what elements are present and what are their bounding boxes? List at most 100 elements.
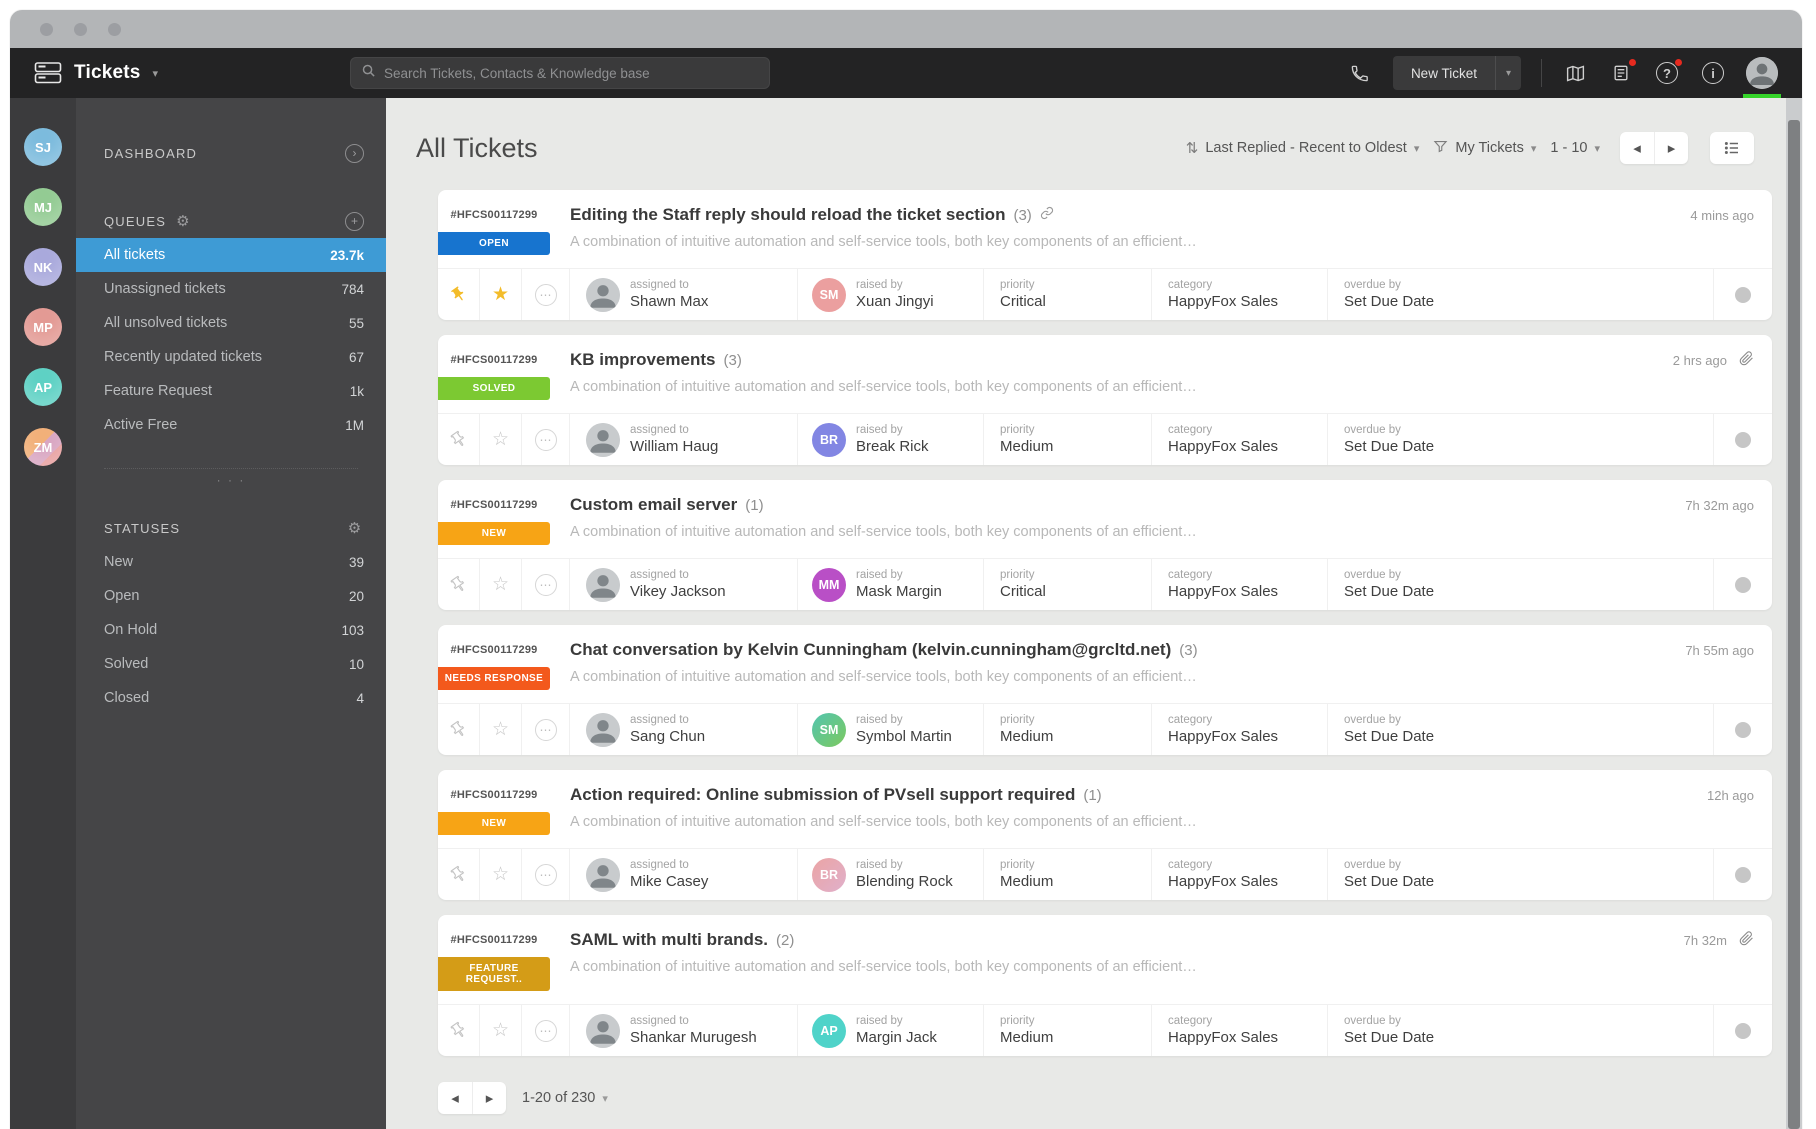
more-actions-button[interactable]: ⋯ xyxy=(522,849,570,900)
scrollbar-thumb[interactable] xyxy=(1788,120,1800,1129)
info-icon[interactable]: i xyxy=(1700,60,1726,86)
raiser-cell[interactable]: BR raised by Break Rick xyxy=(798,414,984,465)
ticket-card[interactable]: #HFCS00117299 NEW Action required: Onlin… xyxy=(438,770,1772,900)
sidebar-more-toggle[interactable]: · · · xyxy=(216,473,246,487)
ticket-summary: #HFCS00117299 NEW Action required: Onlin… xyxy=(438,770,1772,848)
assignee-cell[interactable]: assigned to Mike Casey xyxy=(570,849,798,900)
raiser-cell[interactable]: MM raised by Mask Margin xyxy=(798,559,984,610)
raiser-cell[interactable]: SM raised by Xuan Jingyi xyxy=(798,269,984,320)
ticket-card[interactable]: #HFCS00117299 OPEN Editing the Staff rep… xyxy=(438,190,1772,320)
new-ticket-button[interactable]: New Ticket xyxy=(1410,65,1477,81)
assignee-cell[interactable]: assigned to Shawn Max xyxy=(570,269,798,320)
ticket-title[interactable]: KB improvements xyxy=(570,350,716,369)
pin-icon[interactable] xyxy=(447,863,471,887)
ticket-title[interactable]: Action required: Online submission of PV… xyxy=(570,785,1076,804)
help-icon[interactable]: ? xyxy=(1654,59,1682,86)
ticket-title[interactable]: SAML with multi brands. xyxy=(570,930,769,949)
agent-avatar[interactable]: AP xyxy=(24,368,62,406)
ticket-title[interactable]: Editing the Staff reply should reload th… xyxy=(570,205,1006,224)
more-actions-button[interactable]: ⋯ xyxy=(522,1005,570,1056)
agent-avatar[interactable]: SJ xyxy=(24,128,62,166)
sidebar-queue-item[interactable]: Feature Request 1k xyxy=(76,374,386,408)
scrollbar[interactable] xyxy=(1786,98,1802,1129)
sidebar-status-item[interactable]: Closed 4 xyxy=(76,681,386,715)
agent-avatar[interactable]: ZM xyxy=(24,428,62,466)
raiser-cell[interactable]: BR raised by Blending Rock xyxy=(798,849,984,900)
window-minimize-button[interactable] xyxy=(74,22,87,36)
add-queue-button[interactable]: + xyxy=(345,211,364,231)
agent-avatar[interactable]: NK xyxy=(24,248,62,286)
assignee-cell[interactable]: assigned to Shankar Murugesh xyxy=(570,1005,798,1056)
pin-icon[interactable] xyxy=(447,283,471,307)
statuses-settings-gear-icon[interactable]: ⚙ xyxy=(347,520,362,537)
more-actions-button[interactable]: ⋯ xyxy=(522,704,570,755)
collapse-chevron-icon[interactable]: › xyxy=(345,143,364,163)
next-page-button[interactable]: ▸ xyxy=(472,1082,506,1114)
module-switcher[interactable]: Tickets ▾ xyxy=(34,61,158,85)
pin-icon[interactable] xyxy=(447,573,471,597)
overdue-cell[interactable]: overdue by Set Due Date xyxy=(1328,849,1714,900)
raiser-cell[interactable]: SM raised by Symbol Martin xyxy=(798,704,984,755)
more-actions-button[interactable]: ⋯ xyxy=(522,559,570,610)
link-icon[interactable] xyxy=(1040,206,1054,225)
agent-avatar[interactable]: MP xyxy=(24,308,62,346)
sidebar-queue-item[interactable]: Active Free 1M xyxy=(76,408,386,442)
ticket-card[interactable]: #HFCS00117299 FEATURE REQUEST.. SAML wit… xyxy=(438,915,1772,1056)
sort-dropdown[interactable]: ⇅ Last Replied - Recent to Oldest ▾ xyxy=(1185,140,1420,157)
phone-icon[interactable] xyxy=(1347,60,1373,86)
sidebar-status-item[interactable]: Solved 10 xyxy=(76,647,386,681)
ticket-title[interactable]: Chat conversation by Kelvin Cunningham (… xyxy=(570,640,1172,659)
global-search[interactable] xyxy=(350,57,770,89)
ticket-card[interactable]: #HFCS00117299 NEW Custom email server (1… xyxy=(438,480,1772,610)
sidebar-status-item[interactable]: Open 20 xyxy=(76,579,386,613)
more-actions-button[interactable]: ⋯ xyxy=(522,414,570,465)
star-icon[interactable]: ☆ xyxy=(480,704,522,755)
sidebar-status-item[interactable]: On Hold 103 xyxy=(76,613,386,647)
raiser-cell[interactable]: AP raised by Margin Jack xyxy=(798,1005,984,1056)
sidebar-queue-item[interactable]: Recently updated tickets 67 xyxy=(76,340,386,374)
star-icon[interactable]: ★ xyxy=(480,269,522,320)
window-close-button[interactable] xyxy=(40,22,53,36)
ticket-card[interactable]: #HFCS00117299 SOLVED KB improvements (3) xyxy=(438,335,1772,465)
pin-icon[interactable] xyxy=(447,718,471,742)
category-cell: category HappyFox Sales xyxy=(1152,704,1328,755)
list-view-toggle-button[interactable] xyxy=(1710,132,1754,164)
overdue-cell[interactable]: overdue by Set Due Date xyxy=(1328,269,1714,320)
assignee-cell[interactable]: assigned to William Haug xyxy=(570,414,798,465)
search-input[interactable] xyxy=(384,65,759,81)
star-icon[interactable]: ☆ xyxy=(480,559,522,610)
overdue-cell[interactable]: overdue by Set Due Date xyxy=(1328,559,1714,610)
pagination-range-dropdown[interactable]: 1-20 of 230 ▾ xyxy=(522,1090,608,1106)
sidebar-item-dashboard[interactable]: DASHBOARD › xyxy=(76,136,386,170)
sidebar-queue-item[interactable]: Unassigned tickets 784 xyxy=(76,272,386,306)
overdue-cell[interactable]: overdue by Set Due Date xyxy=(1328,414,1714,465)
assignee-cell[interactable]: assigned to Vikey Jackson xyxy=(570,559,798,610)
sidebar-queue-item[interactable]: All tickets 23.7k xyxy=(76,238,386,272)
agent-avatar[interactable]: MJ xyxy=(24,188,62,226)
next-page-button[interactable]: ▸ xyxy=(1654,132,1688,164)
sidebar-queue-item[interactable]: All unsolved tickets 55 xyxy=(76,306,386,340)
filter-dropdown[interactable]: My Tickets ▾ xyxy=(1433,139,1536,158)
pin-icon[interactable] xyxy=(447,1019,471,1043)
window-maximize-button[interactable] xyxy=(108,22,121,36)
ticket-card[interactable]: #HFCS00117299 NEEDS RESPONSE Chat conver… xyxy=(438,625,1772,755)
ticket-title[interactable]: Custom email server xyxy=(570,495,738,514)
star-icon[interactable]: ☆ xyxy=(480,849,522,900)
prev-page-button[interactable]: ◂ xyxy=(1633,140,1641,157)
queues-settings-gear-icon[interactable]: ⚙ xyxy=(176,213,190,230)
news-updates-icon[interactable] xyxy=(1608,59,1636,86)
star-icon[interactable]: ☆ xyxy=(480,1005,522,1056)
assignee-cell[interactable]: assigned to Sang Chun xyxy=(570,704,798,755)
overdue-cell[interactable]: overdue by Set Due Date xyxy=(1328,704,1714,755)
sidebar-status-item[interactable]: New 39 xyxy=(76,545,386,579)
pin-icon[interactable] xyxy=(447,428,471,452)
new-ticket-dropdown[interactable]: ▾ xyxy=(1494,56,1521,90)
star-icon[interactable]: ☆ xyxy=(480,414,522,465)
more-actions-button[interactable]: ⋯ xyxy=(522,269,570,320)
page-range-dropdown[interactable]: 1 - 10 ▾ xyxy=(1550,140,1600,156)
knowledge-base-icon[interactable] xyxy=(1562,60,1588,86)
prev-page-button[interactable]: ◂ xyxy=(451,1090,459,1107)
queue-label: All unsolved tickets xyxy=(104,315,228,331)
user-menu[interactable] xyxy=(1743,48,1781,98)
overdue-cell[interactable]: overdue by Set Due Date xyxy=(1328,1005,1714,1056)
